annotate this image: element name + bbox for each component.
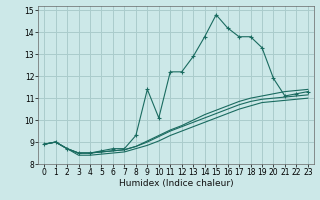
X-axis label: Humidex (Indice chaleur): Humidex (Indice chaleur) <box>119 179 233 188</box>
